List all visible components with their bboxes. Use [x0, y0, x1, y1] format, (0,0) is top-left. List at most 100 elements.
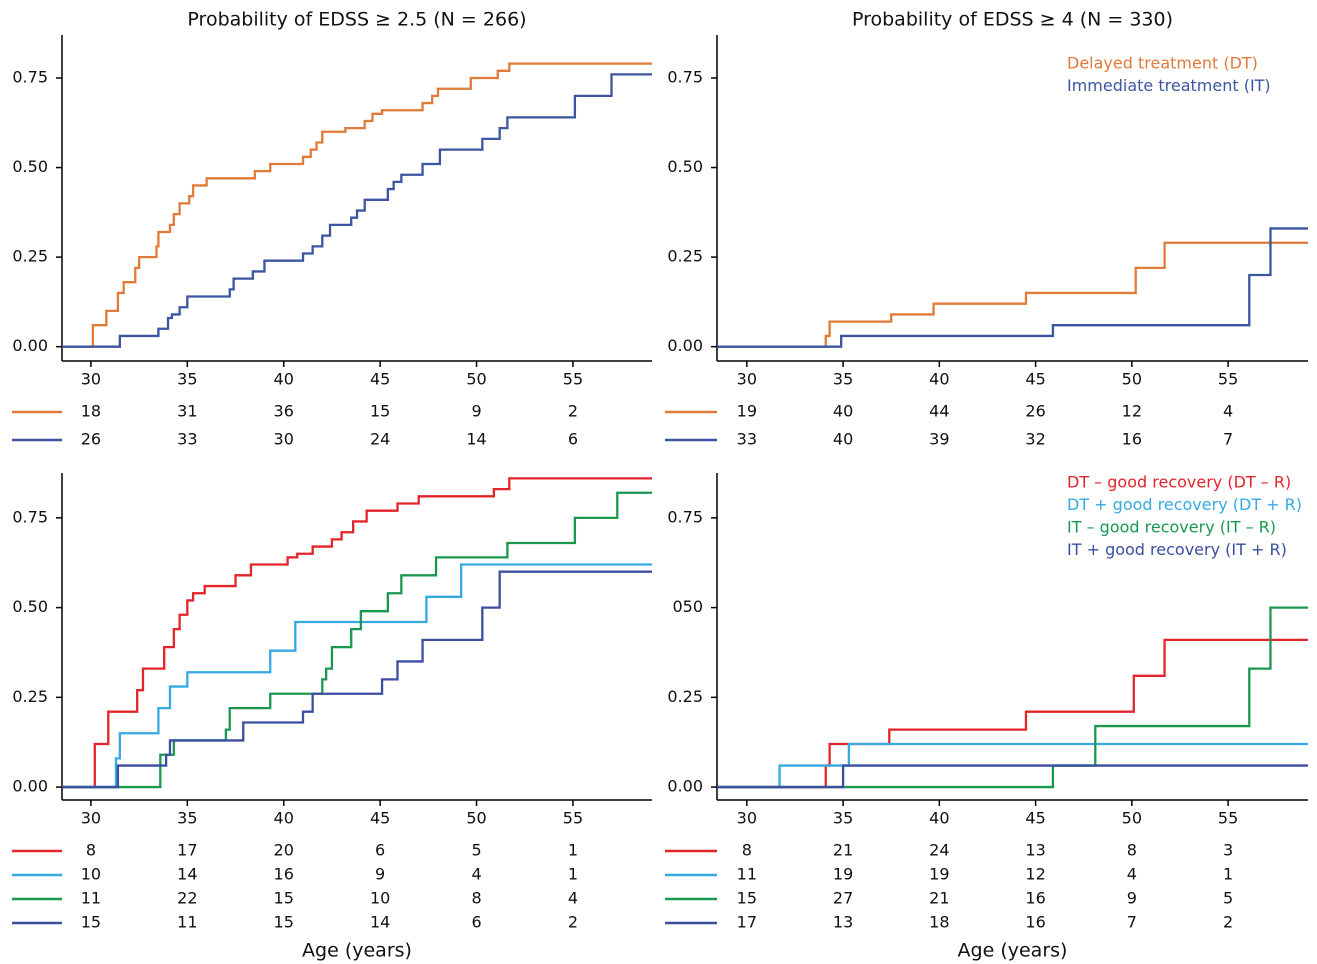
km-curve [62, 570, 652, 789]
x-tick-label: 55 [1218, 809, 1238, 828]
km-curve [717, 227, 1308, 348]
at-risk-count: 17 [737, 913, 757, 932]
y-tick-label: 0.25 [667, 687, 703, 706]
at-risk-count: 4 [1223, 402, 1233, 421]
y-tick-label: 0.75 [667, 67, 703, 86]
x-tick-label: 30 [737, 370, 757, 389]
at-risk-count: 8 [1127, 841, 1137, 860]
at-risk-count: 14 [466, 430, 486, 449]
x-tick-label: 30 [81, 809, 101, 828]
legend-entry: Delayed treatment (DT) [1067, 54, 1258, 73]
at-risk-count: 8 [471, 889, 481, 908]
x-tick-label: 55 [563, 370, 583, 389]
x-tick-label: 50 [466, 809, 486, 828]
km-curve [62, 477, 652, 789]
at-risk-count: 8 [86, 841, 96, 860]
at-risk-count: 2 [568, 913, 578, 932]
legend-entry: DT + good recovery (DT + R) [1067, 495, 1302, 514]
y-tick-label: 0.25 [12, 247, 48, 266]
at-risk-count: 14 [370, 913, 390, 932]
legend-entry: Immediate treatment (IT) [1067, 76, 1271, 95]
at-risk-count: 19 [737, 402, 757, 421]
at-risk-count: 11 [177, 913, 197, 932]
at-risk-count: 9 [375, 865, 385, 884]
at-risk-count: 21 [833, 841, 853, 860]
at-risk-count: 13 [833, 913, 853, 932]
y-tick-label: 0.75 [12, 67, 48, 86]
at-risk-count: 36 [274, 402, 294, 421]
at-risk-count: 1 [568, 841, 578, 860]
km-curve [717, 606, 1308, 789]
at-risk-count: 4 [471, 865, 481, 884]
km-curve [62, 491, 652, 789]
at-risk-count: 16 [1025, 913, 1045, 932]
chart-title: Probability of EDSS ≥ 2.5 (N = 266) [187, 9, 526, 31]
at-risk-count: 39 [929, 430, 949, 449]
x-tick-label: 45 [370, 809, 390, 828]
x-tick-label: 55 [1218, 370, 1238, 389]
at-risk-count: 15 [274, 889, 294, 908]
at-risk-count: 16 [274, 865, 294, 884]
x-tick-label: 50 [1122, 809, 1142, 828]
x-tick-label: 45 [1025, 370, 1045, 389]
y-tick-label: 050 [672, 597, 703, 616]
km-curve [717, 241, 1308, 348]
legend-entry: IT – good recovery (IT – R) [1067, 518, 1276, 537]
x-tick-label: 40 [929, 809, 949, 828]
at-risk-count: 14 [177, 865, 197, 884]
x-tick-label: 30 [737, 809, 757, 828]
at-risk-count: 26 [81, 430, 101, 449]
at-risk-count: 33 [177, 430, 197, 449]
x-tick-label: 35 [177, 370, 197, 389]
x-axis-label: Age (years) [958, 940, 1068, 962]
y-tick-label: 0.00 [667, 336, 703, 355]
y-tick-label: 0.50 [12, 597, 48, 616]
x-tick-label: 55 [563, 809, 583, 828]
at-risk-count: 1 [568, 865, 578, 884]
y-tick-label: 0.75 [12, 507, 48, 526]
y-tick-label: 0.00 [12, 777, 48, 796]
at-risk-count: 5 [471, 841, 481, 860]
at-risk-count: 44 [929, 402, 949, 421]
at-risk-count: 4 [568, 889, 578, 908]
km-curve [62, 73, 652, 348]
x-tick-label: 45 [1025, 809, 1045, 828]
legend-entry: DT – good recovery (DT – R) [1067, 473, 1291, 492]
y-tick-label: 0.00 [12, 336, 48, 355]
y-tick-label: 0.50 [667, 157, 703, 176]
at-risk-count: 19 [833, 865, 853, 884]
at-risk-count: 16 [1122, 430, 1142, 449]
at-risk-count: 5 [1223, 889, 1233, 908]
at-risk-count: 9 [1127, 889, 1137, 908]
at-risk-count: 32 [1025, 430, 1045, 449]
at-risk-count: 18 [929, 913, 949, 932]
at-risk-count: 13 [1025, 841, 1045, 860]
at-risk-count: 17 [177, 841, 197, 860]
at-risk-count: 6 [471, 913, 481, 932]
at-risk-count: 40 [833, 402, 853, 421]
x-tick-label: 35 [833, 809, 853, 828]
at-risk-count: 24 [370, 430, 390, 449]
at-risk-count: 24 [929, 841, 949, 860]
at-risk-count: 30 [274, 430, 294, 449]
y-tick-label: 0.50 [12, 157, 48, 176]
km-curve [62, 62, 652, 348]
at-risk-count: 10 [370, 889, 390, 908]
at-risk-count: 2 [568, 402, 578, 421]
at-risk-count: 6 [375, 841, 385, 860]
at-risk-count: 21 [929, 889, 949, 908]
at-risk-count: 11 [81, 889, 101, 908]
at-risk-count: 26 [1025, 402, 1045, 421]
at-risk-count: 16 [1025, 889, 1045, 908]
at-risk-count: 20 [274, 841, 294, 860]
chart-title: Probability of EDSS ≥ 4 (N = 330) [852, 9, 1173, 31]
at-risk-count: 12 [1122, 402, 1142, 421]
at-risk-count: 4 [1127, 865, 1137, 884]
x-tick-label: 50 [1122, 370, 1142, 389]
x-tick-label: 30 [81, 370, 101, 389]
km-curve [62, 563, 652, 789]
at-risk-count: 7 [1223, 430, 1233, 449]
x-tick-label: 45 [370, 370, 390, 389]
at-risk-count: 22 [177, 889, 197, 908]
